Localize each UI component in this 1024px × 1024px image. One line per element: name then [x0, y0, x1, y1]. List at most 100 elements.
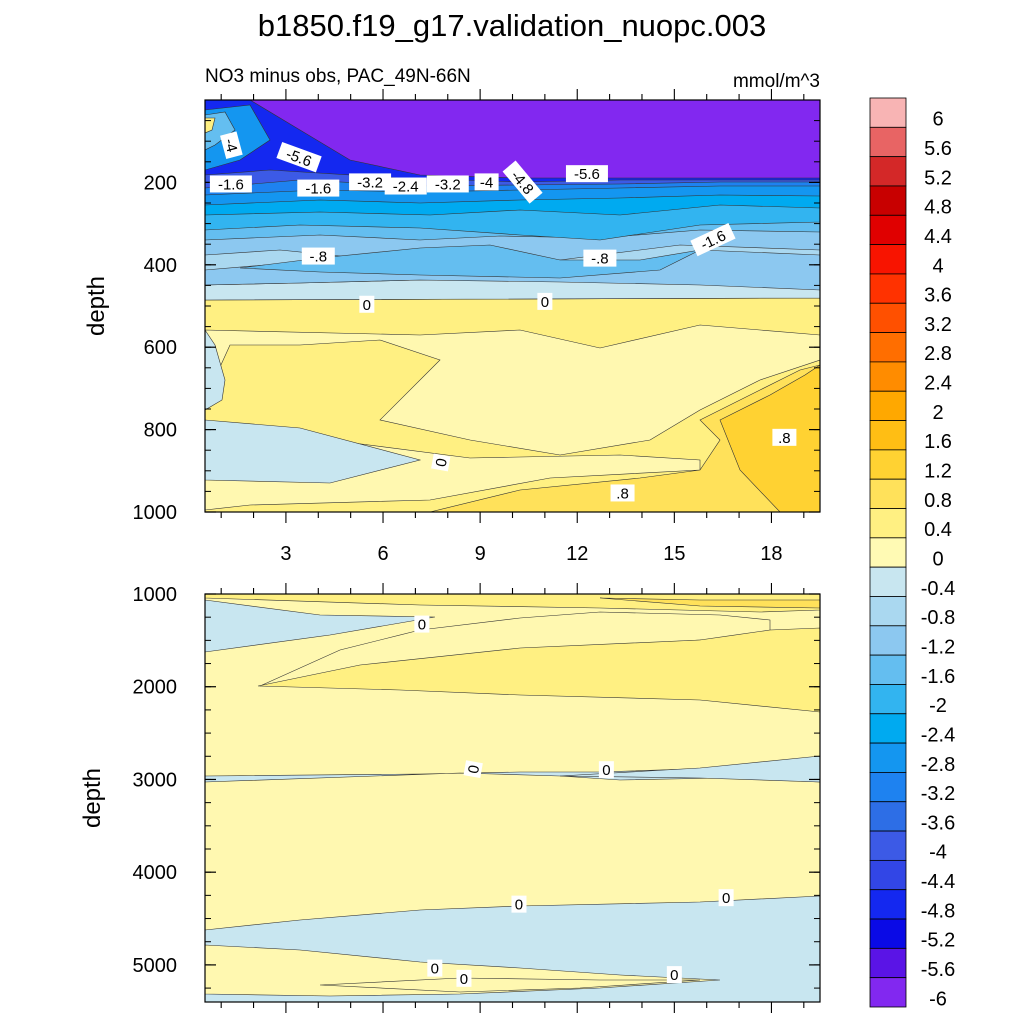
- colorbar-label: 6: [932, 109, 943, 131]
- chart-subtitle-left: NO3 minus obs, PAC_49N-66N: [205, 66, 471, 87]
- contour-label-box: [456, 969, 472, 987]
- upper-y-axis-label: depth: [83, 276, 110, 336]
- y-tick-label: 4000: [133, 862, 178, 884]
- colorbar-label: -2.4: [921, 724, 955, 746]
- colorbar-label: 1.2: [924, 461, 952, 483]
- colorbar-swatch: [869, 977, 907, 1008]
- colorbar-swatch: [869, 537, 907, 568]
- colorbar-swatch: [869, 566, 907, 597]
- y-tick-label: 3000: [133, 769, 178, 791]
- colorbar-swatch: [869, 244, 907, 275]
- y-tick-label: 800: [144, 420, 177, 442]
- upper-panel: 200 400 600 800 1000 3 6 9 12 15 18 -4 -5.6 -1.6 -1.6…: [83, 89, 821, 565]
- contour-label-text: -3.2: [357, 174, 383, 191]
- contour-label: -3.2: [349, 173, 392, 191]
- colorbar-label: 4.4: [924, 226, 952, 248]
- colorbar-swatch: [869, 478, 907, 509]
- x-tick-label: 12: [566, 543, 588, 565]
- colorbar-swatch: [869, 801, 907, 832]
- colorbar-label: 2.8: [924, 343, 952, 365]
- contour-label-box: [349, 173, 392, 191]
- y-tick-label: 1000: [133, 584, 178, 606]
- colorbar-swatch: [869, 889, 907, 920]
- colorbar-swatch: [869, 947, 907, 979]
- colorbar-label: 1.6: [924, 431, 952, 453]
- contour-label-text: -1.6: [305, 181, 331, 198]
- colorbar-swatch: [869, 654, 907, 685]
- colorbar-label: 3.6: [924, 285, 952, 307]
- contour-label-text: 0: [433, 457, 451, 468]
- contour-label-box: [276, 142, 322, 173]
- contour-label-text: -4: [220, 137, 240, 154]
- colorbar-label: 5.6: [924, 138, 952, 160]
- colorbar-swatch: [869, 830, 907, 861]
- colorbar-label: -3.6: [921, 812, 955, 834]
- contour-label-text: 0: [602, 762, 610, 779]
- contour-label-box: [502, 160, 543, 204]
- contour-label-box: [718, 889, 734, 907]
- colorbar-swatch: [869, 859, 907, 891]
- colorbar-swatch: [869, 332, 907, 363]
- contour-label-text: -4: [480, 174, 493, 191]
- contour-label: -2.4: [384, 177, 427, 196]
- contour-label-box: [301, 247, 335, 265]
- contour-label-box: [772, 428, 797, 446]
- contour-label-text: -1.6: [218, 176, 244, 193]
- contour-label-text: -2.4: [393, 179, 419, 196]
- contour-label-text: -5.6: [574, 166, 600, 183]
- contour-label-box: [414, 615, 430, 633]
- y-tick-label: 600: [144, 337, 177, 359]
- contour-label-box: [297, 179, 340, 197]
- contour-label-text: 0: [670, 967, 678, 984]
- contour-label-text: -3.2: [435, 176, 461, 193]
- lower-axis-ticks: 1000 2000 3000 4000 5000: [133, 583, 820, 1013]
- colorbar-swatch: [869, 772, 907, 803]
- colorbar-label: -1.6: [921, 666, 955, 688]
- contour-label: -1.6: [209, 175, 252, 193]
- contour-label: 0: [456, 969, 472, 988]
- colorbar-label: 3.2: [924, 314, 952, 336]
- colorbar-swatch: [869, 420, 907, 451]
- chart-subtitle-right: mmol/m^3: [733, 71, 820, 92]
- contour-label: -.8: [583, 249, 617, 268]
- colorbar-label: -1.2: [921, 636, 955, 658]
- contour-label-box: [220, 131, 243, 159]
- contour-label: 0: [537, 292, 553, 311]
- contour-label-box: [209, 175, 252, 193]
- contour-label: 0: [427, 959, 443, 978]
- y-tick-label: 400: [144, 255, 177, 277]
- contour-label: -4: [220, 131, 243, 159]
- colorbar-label: -3.2: [921, 783, 955, 805]
- colorbar-label: -6: [929, 988, 947, 1010]
- contour-label-text: 0: [465, 764, 483, 775]
- colorbar-label: -5.6: [921, 959, 955, 981]
- contour-label: 0: [598, 761, 614, 779]
- contour-label: 0: [511, 895, 527, 914]
- contour-label-box: [474, 173, 499, 191]
- contour-label: -.8: [301, 247, 335, 266]
- colorbar-swatch: [869, 449, 907, 480]
- contour-label-box: [359, 295, 375, 313]
- contour-label-text: 0: [363, 297, 371, 314]
- contour-label-text: 0: [515, 897, 523, 914]
- colorbar-label: 4.8: [924, 197, 952, 219]
- contour-label-box: [511, 895, 527, 913]
- colorbar-swatch: [869, 97, 907, 128]
- colorbar-swatch: [869, 156, 907, 187]
- colorbar-label: -4: [929, 842, 947, 864]
- colorbar-swatch: [869, 390, 907, 421]
- contour-label-text: .8: [778, 430, 791, 447]
- colorbar-label: -0.4: [921, 578, 955, 600]
- lower-y-axis-label: depth: [79, 768, 106, 828]
- contour-label-text: 0: [541, 294, 549, 311]
- colorbar-swatch: [869, 508, 907, 539]
- colorbar: 6 5.6 5.2 4.8 4.4 4 3.6 3.2 2.8 2.4 2 1.6 1.2 0.8 0.4 0…: [869, 97, 955, 1010]
- colorbar-swatch: [869, 273, 907, 304]
- colorbar-swatch: [869, 185, 907, 216]
- colorbar-label: 5.2: [924, 167, 952, 189]
- contour-label-box: [384, 177, 427, 195]
- y-tick-label: 1000: [133, 502, 178, 524]
- upper-contour-labels: -4-5.6-1.6 -1.6 -3.2 -2.4 -3.2 -4 -4.8 -5.6-1.6…: [209, 131, 797, 502]
- contour-label: 0: [666, 966, 682, 984]
- colorbar-swatch: [869, 713, 907, 744]
